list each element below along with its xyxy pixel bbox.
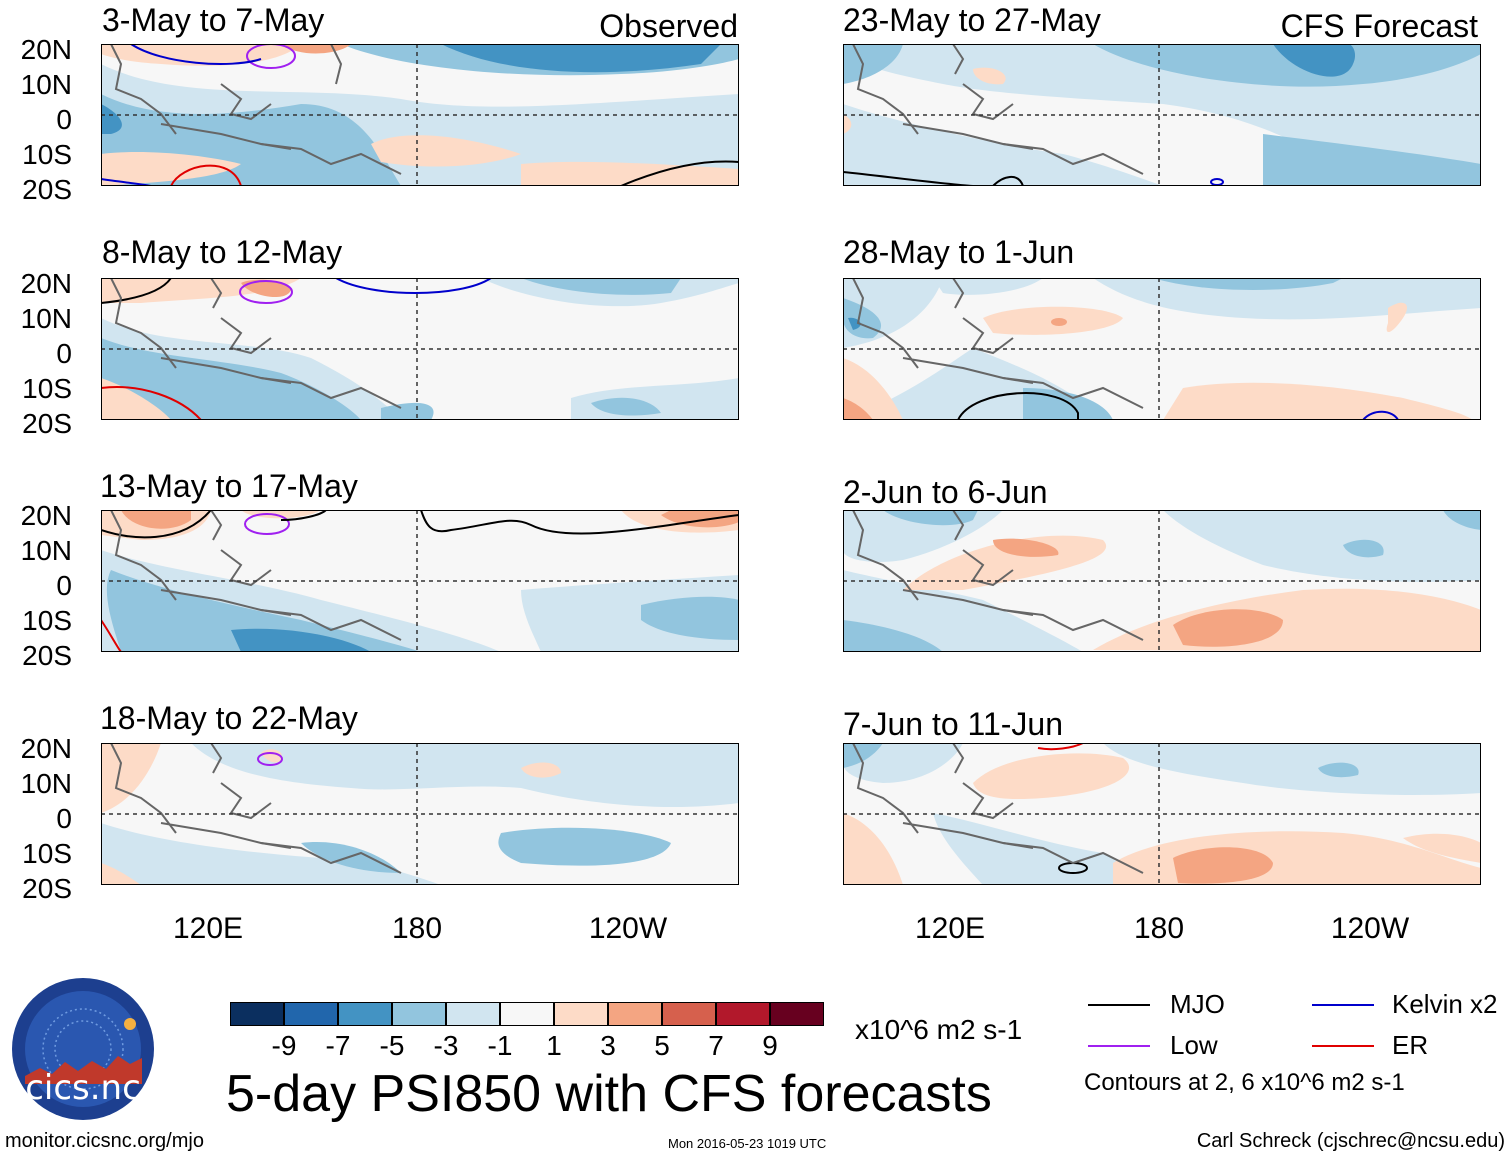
colorbar-swatch [284,1002,338,1026]
colorbar-label: 3 [600,1030,616,1061]
legend-label-low: Low [1170,1030,1218,1060]
y-tick-20n-row-4: 20N [20,733,72,764]
y-tick-10s-row-4: 10S [22,838,72,869]
map-panel-observed-4 [101,743,739,885]
y-tick-20n-row-3: 20N [20,500,72,531]
map-panel-forecast-1 [843,44,1481,186]
y-tick-20s-row-4: 20S [22,873,72,904]
colorbar-swatch [608,1002,662,1026]
y-tick-20s-row-1: 20S [22,174,72,205]
y-tick-10s-row-3: 10S [22,605,72,636]
observed-label: Observed [599,8,738,44]
legend-line-kelvin [1312,1004,1374,1006]
y-tick-20n-row-2: 20N [20,268,72,299]
colorbar-swatch [338,1002,392,1026]
map-panel-observed-3 [101,510,739,652]
legend-label-er: ER [1392,1030,1429,1060]
y-tick-10n-row-1: 10N [20,69,72,100]
y-tick-10n-row-3: 10N [20,535,72,566]
x-tick-120w-forecast: 120W [1330,912,1410,945]
legend-label-mjo: MJO [1170,989,1225,1019]
logo-text: cics.nc [25,1068,141,1108]
y-tick-20n-row-1: 20N [20,34,72,65]
panel-title-forecast-2: 28-May to 1-Jun [843,234,1075,270]
colorbar-label: 1 [546,1030,562,1061]
colorbar-swatch [392,1002,446,1026]
y-tick-20s-row-3: 20S [22,640,72,671]
colorbar-swatch [770,1002,824,1026]
main-title: 5-day PSI850 with CFS forecasts [226,1065,992,1123]
map-panel-observed-1 [101,44,739,186]
y-tick-0-row-2: 0 [56,338,72,369]
colorbar-label: -1 [487,1030,513,1061]
legend-line-er [1312,1045,1374,1047]
x-tick-180-observed: 180 [391,912,443,945]
colorbar-label: 5 [654,1030,670,1061]
y-tick-10s-row-1: 10S [22,139,72,170]
colorbar-swatch [554,1002,608,1026]
colorbar-swatch [500,1002,554,1026]
map-panel-observed-2 [101,278,739,420]
legend-label-kelvin: Kelvin x2 [1392,989,1498,1019]
panel-title-forecast-4: 7-Jun to 11-Jun [843,706,1063,742]
y-tick-0-row-4: 0 [56,803,72,834]
x-tick-120w-observed: 120W [588,912,668,945]
y-tick-10n-row-2: 10N [20,303,72,334]
legend-note: Contours at 2, 6 x10^6 m2 s-1 [1084,1069,1405,1096]
footer-timestamp: Mon 2016-05-23 1019 UTC [668,1136,827,1151]
y-tick-10s-row-2: 10S [22,373,72,404]
forecast-label: CFS Forecast [1280,8,1478,44]
colorbar-label: -3 [433,1030,459,1061]
colorbar-units: x10^6 m2 s-1 [855,1014,1023,1045]
cicsnc-logo[interactable]: cics.nc [10,976,156,1122]
colorbar-label: 7 [708,1030,724,1061]
colorbar-swatch [716,1002,770,1026]
panel-title-observed-3: 13-May to 17-May [100,468,358,504]
colorbar-swatch [662,1002,716,1026]
map-panel-forecast-3 [843,510,1481,652]
legend-line-low [1088,1045,1150,1047]
map-panel-forecast-2 [843,278,1481,420]
x-tick-180-forecast: 180 [1133,912,1185,945]
panel-title-observed-1: 3-May to 7-May [102,2,325,38]
colorbar-label: -5 [379,1030,405,1061]
colorbar-label: -7 [325,1030,351,1061]
map-panel-forecast-4 [843,743,1481,885]
y-tick-0-row-1: 0 [56,104,72,135]
footer-url[interactable]: monitor.cicsnc.org/mjo [5,1130,204,1152]
colorbar-label: -9 [271,1030,297,1061]
colorbar-swatch [230,1002,284,1026]
panel-title-observed-2: 8-May to 12-May [102,234,343,270]
colorbar-swatch [446,1002,500,1026]
colorbar-label: 9 [762,1030,778,1061]
y-tick-10n-row-4: 10N [20,768,72,799]
panel-title-forecast-3: 2-Jun to 6-Jun [843,474,1048,510]
y-tick-20s-row-2: 20S [22,408,72,439]
panel-title-observed-4: 18-May to 22-May [100,700,358,736]
legend-line-mjo [1088,1004,1150,1006]
x-tick-120e-observed: 120E [172,912,244,945]
y-tick-0-row-3: 0 [56,570,72,601]
x-tick-120e-forecast: 120E [914,912,986,945]
panel-title-forecast-1: 23-May to 27-May [843,2,1101,38]
footer-credit: Carl Schreck (cjschrec@ncsu.edu) [1196,1130,1505,1152]
